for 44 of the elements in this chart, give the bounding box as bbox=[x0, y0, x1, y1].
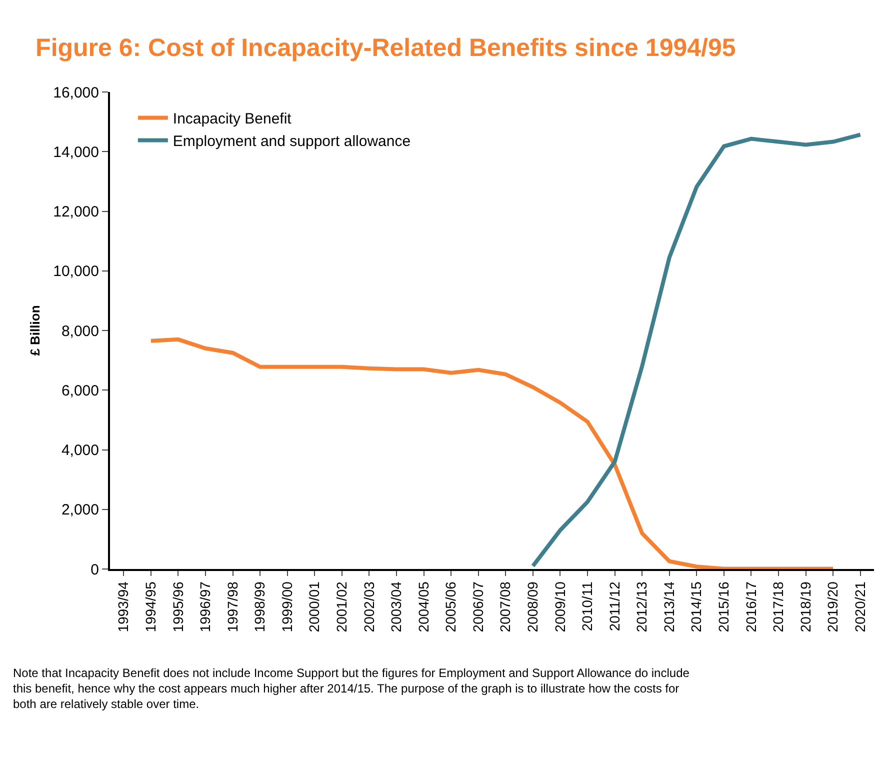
y-tick-label: 16,000 bbox=[53, 84, 99, 102]
y-tick-label: 2,000 bbox=[61, 502, 99, 519]
chart-title: Figure 6: Cost of Incapacity-Related Benefits since 1994/95 bbox=[36, 34, 736, 62]
x-tick-label: 2005/06 bbox=[442, 581, 459, 632]
line-series bbox=[530, 132, 862, 568]
text: Note that Incapacity Benefit does not include Income Support but the figures for Employment and Support Allowance do include this benefit, hence why the cost appears much higher after 2014/15. The purpose of the graph is to illustrate how the costs for both are relatively stable over time. bbox=[13, 666, 690, 712]
x-tick-label: 2013/14 bbox=[660, 581, 677, 632]
legend-label: Employment and support allowance bbox=[172, 133, 411, 150]
y-tick-label: 6,000 bbox=[61, 382, 99, 400]
x-tick-label: 2003/04 bbox=[388, 581, 404, 632]
x-tick-label: 2018/19 bbox=[797, 581, 814, 632]
x-tick-label: 2015/16 bbox=[715, 581, 732, 632]
x-tick-label: 2007/08 bbox=[497, 581, 514, 632]
x-tick-label: 2010/11 bbox=[579, 581, 596, 632]
y-tick-label: 4,000 bbox=[61, 442, 99, 459]
x-tick-label: 2002/03 bbox=[360, 581, 377, 632]
x-tick-label: 1996/97 bbox=[197, 581, 214, 632]
x-tick-label: 2016/17 bbox=[742, 581, 759, 632]
line-series bbox=[148, 337, 836, 569]
x-tick-label: 2009/10 bbox=[552, 581, 568, 632]
y-axis-title: £ Billion bbox=[28, 305, 43, 356]
x-tick-label: 1993/94 bbox=[115, 581, 132, 632]
x-tick-label: 1994/95 bbox=[142, 581, 158, 632]
x-tick-label: 2020/21 bbox=[852, 581, 868, 632]
x-tick-label: 2012/13 bbox=[634, 581, 650, 632]
x-tick-label: 1997/98 bbox=[224, 581, 240, 632]
y-tick-label: 8,000 bbox=[61, 322, 99, 340]
x-tick-label: 2019/20 bbox=[824, 581, 841, 632]
x-tick-label: 1998/99 bbox=[252, 581, 268, 632]
x-tick-label: 2001/02 bbox=[333, 581, 350, 632]
x-tick-label: 2000/01 bbox=[306, 581, 322, 632]
x-tick-label: 2006/07 bbox=[470, 581, 486, 632]
x-tick-label: 1995/96 bbox=[170, 581, 186, 632]
x-tick-label: 2011/12 bbox=[606, 581, 622, 632]
x-tick-label: 2017/18 bbox=[770, 581, 786, 632]
x-tick-label: 1999/00 bbox=[278, 581, 295, 632]
y-tick-label: 10,000 bbox=[53, 263, 99, 280]
y-tick-label: 14,000 bbox=[53, 144, 99, 161]
x-tick-label: 2004/05 bbox=[415, 581, 432, 632]
legend-label: Incapacity Benefit bbox=[172, 110, 292, 128]
y-tick-label: 0 bbox=[90, 561, 99, 578]
x-tick-label: 2008/09 bbox=[524, 581, 540, 632]
x-tick-label: 2014/15 bbox=[688, 581, 704, 632]
y-tick-label: 12,000 bbox=[53, 204, 99, 220]
